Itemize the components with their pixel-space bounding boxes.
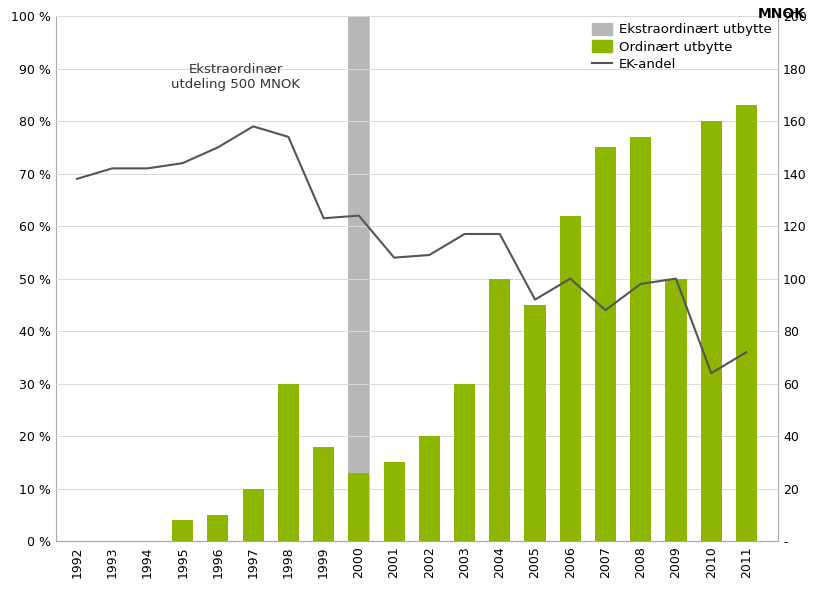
EK-andel bbox=[495, 230, 505, 237]
Bar bbox=[419, 436, 440, 541]
EK-andel bbox=[530, 296, 540, 303]
Bar bbox=[701, 121, 721, 541]
EK-andel bbox=[671, 275, 681, 282]
Bar bbox=[278, 383, 299, 541]
EK-andel bbox=[636, 280, 645, 287]
Bar bbox=[384, 462, 405, 541]
Bar bbox=[595, 147, 616, 541]
EK-andel bbox=[72, 176, 82, 183]
EK-andel bbox=[178, 160, 187, 167]
Bar bbox=[313, 446, 335, 541]
Bar bbox=[348, 473, 370, 541]
EK-andel bbox=[389, 254, 399, 261]
Text: Ekstraordinær
utdeling 500 MNOK: Ekstraordinær utdeling 500 MNOK bbox=[171, 64, 300, 91]
Bar bbox=[172, 520, 193, 541]
Bar bbox=[524, 305, 546, 541]
EK-andel bbox=[284, 133, 294, 140]
EK-andel bbox=[319, 215, 329, 222]
Bar bbox=[489, 279, 510, 541]
EK-andel bbox=[742, 349, 752, 356]
Legend: Ekstraordinært utbytte, Ordinært utbytte, EK-andel: Ekstraordinært utbytte, Ordinært utbytte… bbox=[592, 23, 771, 71]
Bar bbox=[454, 383, 475, 541]
Line: EK-andel: EK-andel bbox=[77, 127, 747, 373]
Bar bbox=[736, 105, 757, 541]
Bar bbox=[560, 216, 581, 541]
Bar bbox=[630, 137, 651, 541]
EK-andel bbox=[107, 165, 117, 172]
EK-andel bbox=[600, 307, 610, 314]
EK-andel bbox=[706, 370, 716, 377]
EK-andel bbox=[425, 252, 434, 259]
EK-andel bbox=[354, 212, 364, 219]
EK-andel bbox=[565, 275, 575, 282]
Bar bbox=[243, 489, 263, 541]
EK-andel bbox=[213, 144, 222, 151]
EK-andel bbox=[460, 230, 470, 237]
Bar bbox=[348, 16, 370, 541]
Bar bbox=[665, 279, 686, 541]
Bar bbox=[207, 515, 228, 541]
Text: MNOK: MNOK bbox=[757, 6, 806, 21]
EK-andel bbox=[142, 165, 152, 172]
EK-andel bbox=[248, 123, 258, 130]
Bar bbox=[348, 16, 370, 541]
